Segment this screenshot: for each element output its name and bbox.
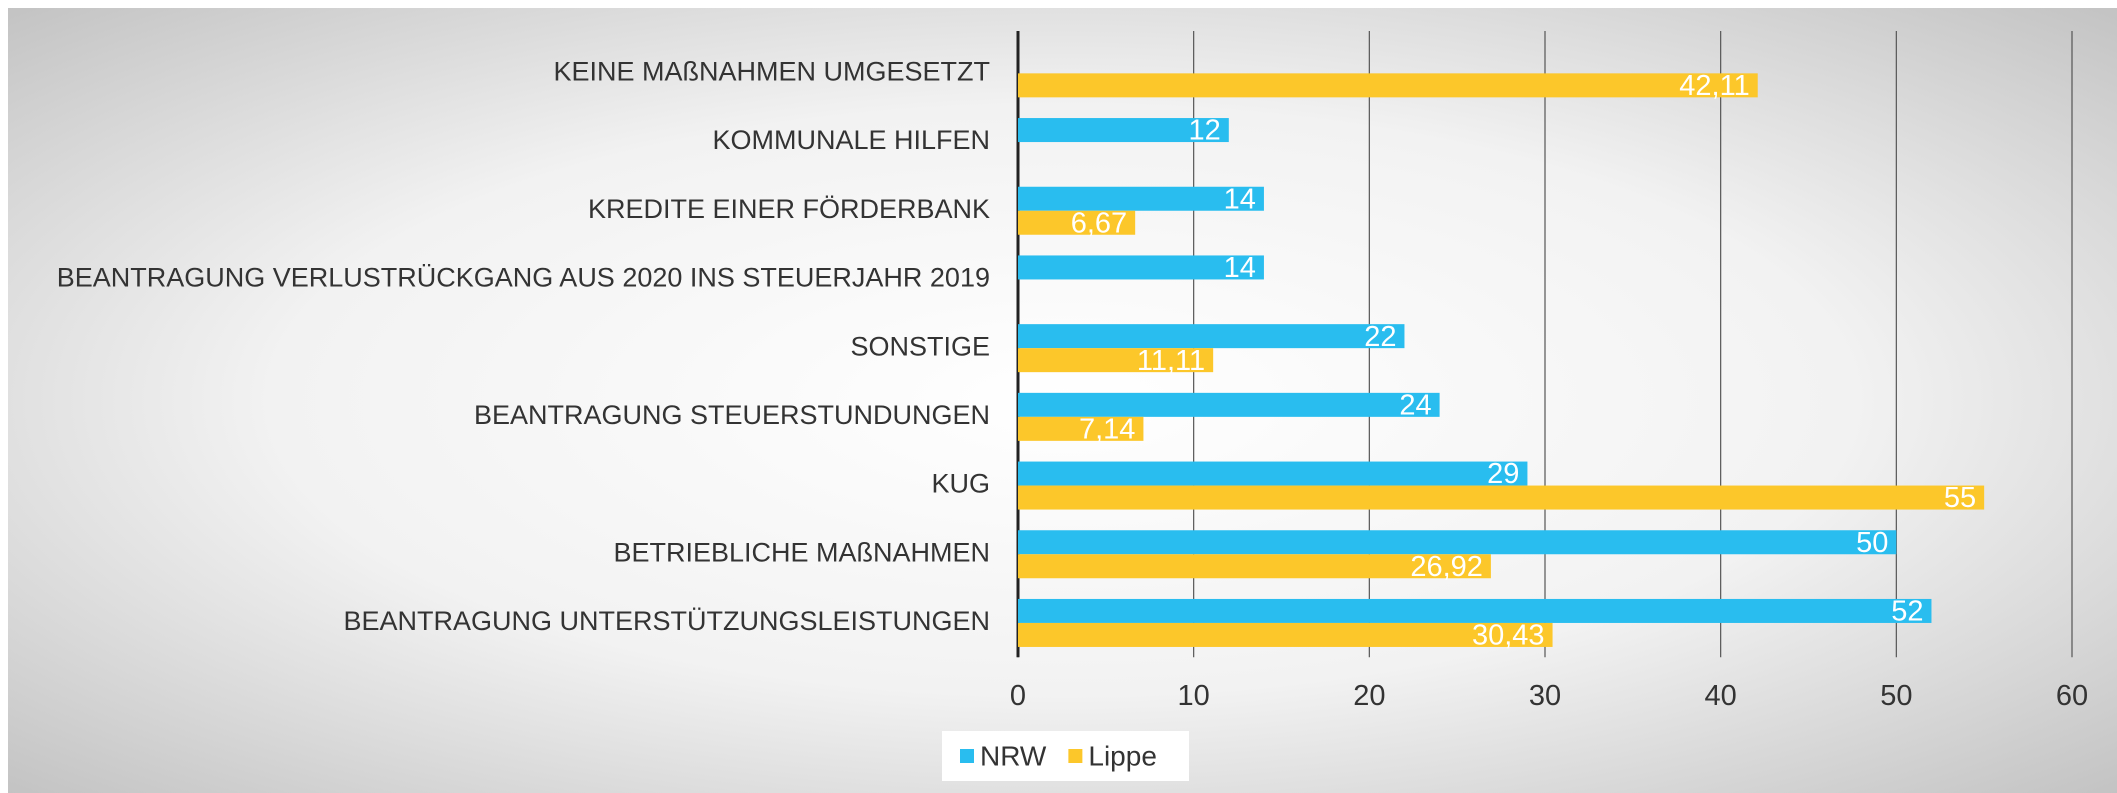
legend-swatch [960,749,974,763]
bar [1018,598,1932,623]
bar [1018,118,1229,143]
value-label: 14 [1224,183,1256,215]
category-label: KOMMUNALE HILFEN [712,125,990,155]
legend-label: NRW [980,740,1047,771]
bar [1018,210,1136,235]
category-label: BEANTRAGUNG STEUERSTUNDUNGEN [474,400,990,430]
category-label: SONSTIGE [850,331,990,361]
bar [1018,392,1440,417]
x-tick-label: 0 [1010,680,1026,712]
value-label: 12 [1189,115,1221,147]
value-label: 11,11 [1137,345,1205,377]
category-label: BEANTRAGUNG VERLUSTRÜCKGANG AUS 2020 INS… [57,263,990,293]
value-label: 6,67 [1071,207,1127,239]
bar [1018,485,1985,510]
value-label: 30,43 [1472,620,1545,652]
x-tick-label: 30 [1529,680,1561,712]
value-label: 50 [1856,527,1888,559]
bar [1018,186,1264,211]
value-label: 22 [1364,321,1396,353]
x-tick-label: 60 [2056,680,2088,712]
value-label: 29 [1487,458,1519,490]
value-label: 24 [1399,390,1431,422]
x-tick-label: 20 [1353,680,1385,712]
legend-box [942,731,1189,781]
bar [1018,348,1214,373]
bar [1018,73,1758,98]
value-label: 55 [1944,482,1976,514]
bar [1018,461,1528,486]
bar [1018,416,1144,441]
category-label: KEINE MAßNAHMEN UMGESETZT [553,56,990,86]
value-label: 52 [1891,596,1923,628]
legend-label: Lippe [1088,740,1157,771]
bar [1018,255,1264,280]
category-label: BETRIEBLICHE MAßNAHMEN [613,537,990,567]
category-label: BEANTRAGUNG UNTERSTÜTZUNGSLEISTUNGEN [343,606,990,636]
x-tick-label: 10 [1178,680,1210,712]
value-label: 26,92 [1410,551,1483,583]
bar [1018,622,1553,647]
x-tick-label: 50 [1880,680,1912,712]
legend-swatch [1068,749,1083,763]
value-label: 42,11 [1679,70,1749,102]
bar [1018,554,1491,579]
category-label: KREDITE EINER FÖRDERBANK [588,194,990,224]
value-label: 7,14 [1079,414,1135,446]
category-label: KUG [931,469,990,499]
x-tick-label: 40 [1705,680,1737,712]
value-label: 14 [1224,252,1256,284]
bar [1018,324,1405,349]
bar [1018,530,1897,555]
